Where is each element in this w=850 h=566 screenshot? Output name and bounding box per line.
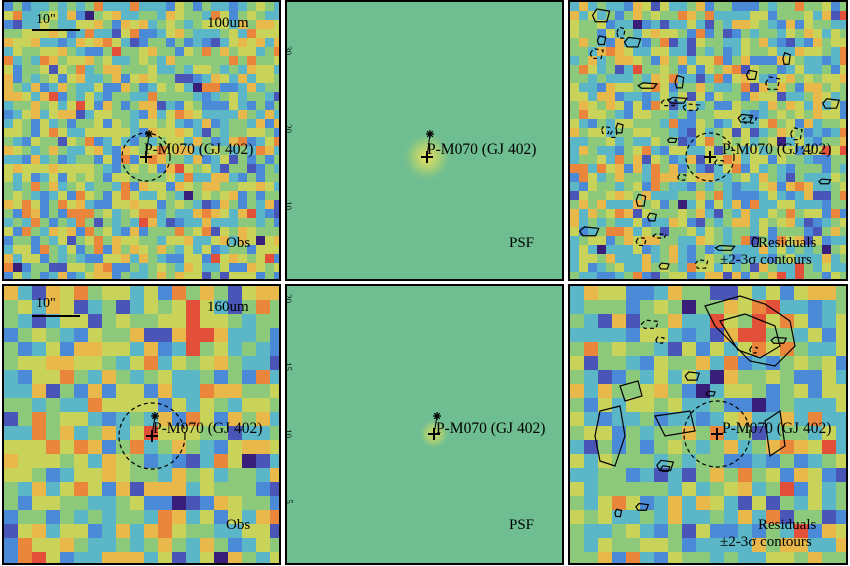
psf-panel-160um: 20 15 10 5 P-M070 (GJ 402) PSF: [285, 284, 564, 565]
residuals-label: Residuals: [758, 517, 817, 533]
contour-line: [652, 233, 668, 239]
contour-line: [658, 262, 670, 270]
contours-label: ±2-3σ contours: [720, 534, 812, 550]
contour-line: [619, 380, 643, 402]
band-label: 100um: [207, 15, 249, 31]
source-position-marker: [704, 151, 716, 163]
contour-line: [640, 319, 660, 329]
band-label: 160um: [207, 299, 249, 315]
psf-label: PSF: [509, 235, 535, 251]
contour-line: [782, 52, 791, 65]
contour-line: [654, 410, 696, 437]
residual-map-160um: [570, 286, 846, 563]
obs-panel-160um: 10" 160um P-M070 (GJ 402) Obs: [2, 284, 281, 565]
contour-line: [714, 244, 736, 251]
contour-line: [594, 405, 626, 467]
pixel-grid: [4, 2, 279, 279]
aperture-circle: [685, 132, 735, 182]
aperture-circle: [118, 402, 186, 470]
aperture-circle: [121, 132, 171, 182]
contour-line: [751, 236, 760, 247]
pixel-grid: [570, 2, 846, 279]
proper-motion-line: [145, 133, 150, 158]
contour-line: [745, 69, 758, 81]
source-position-marker: [711, 428, 723, 440]
residual-panel-100um: P-M070 (GJ 402) Residuals ±2-3σ contours: [568, 0, 848, 281]
contour-line: [616, 26, 626, 39]
contour-line: [705, 390, 716, 397]
psf-axis-tick: 30: [285, 46, 293, 55]
contour-line: [800, 143, 814, 155]
psf-axis-tick: 20: [285, 294, 293, 303]
contour-line: [765, 76, 781, 90]
scale-bar-label: 10": [36, 296, 56, 311]
contour-line: [635, 236, 647, 247]
contour-line: [704, 295, 796, 367]
contour-line: [677, 173, 687, 181]
contour-line: [681, 103, 701, 111]
contour-line: [578, 226, 600, 237]
psf-axis-tick: 10: [285, 429, 293, 438]
contour-line: [694, 259, 709, 269]
contour-line: [821, 98, 841, 109]
psf-axis-tick: 15: [285, 362, 293, 371]
residual-map-100um: [570, 2, 846, 279]
source-label: P-M070 (GJ 402): [144, 141, 254, 158]
psf-panel-100um: 30 20 10 P-M070 (GJ 402) PSF: [285, 0, 564, 281]
contour-line: [764, 409, 786, 458]
contour-line: [818, 178, 832, 185]
psf-axis-tick: 10: [285, 201, 293, 210]
contour-line: [600, 125, 611, 135]
contour-line: [655, 336, 665, 344]
contours-label: ±2-3σ contours: [720, 252, 812, 268]
psf-label: PSF: [509, 517, 535, 533]
psf-map-160um: [287, 286, 562, 563]
scale-bar: [32, 29, 80, 31]
contour-line: [684, 371, 701, 381]
contour-line: [609, 130, 618, 139]
obs-map-100um: [4, 2, 279, 279]
contour-line: [713, 159, 725, 166]
contour-line: [666, 96, 688, 104]
contour-line: [749, 345, 758, 354]
obs-label: Obs: [226, 517, 251, 533]
proper-motion-line: [151, 415, 156, 437]
scale-bar-label: 10": [36, 12, 56, 27]
contour-line: [770, 336, 788, 344]
psf-map-100um: [287, 2, 562, 279]
contour-line: [614, 508, 623, 518]
aperture-circle: [683, 400, 751, 468]
pixel-grid: [570, 286, 846, 563]
contour-line: [646, 212, 657, 222]
proper-motion-line: [433, 415, 438, 435]
contour-line: [596, 35, 607, 46]
obs-label: Obs: [226, 235, 251, 251]
contour-line: [674, 74, 685, 89]
source-label: P-M070 (GJ 402): [153, 420, 263, 437]
contour-line: [637, 82, 658, 89]
obs-panel-100um: 10" 100um P-M070 (GJ 402) Obs: [2, 0, 281, 281]
psf-axis-tick: 5: [287, 499, 294, 504]
source-label: P-M070 (GJ 402): [436, 420, 546, 437]
contour-line: [623, 36, 642, 48]
contour-line: [656, 459, 675, 472]
source-label: P-M070 (GJ 402): [722, 141, 832, 158]
contour-line: [591, 8, 611, 23]
pixel-grid: [4, 286, 279, 563]
source-label: P-M070 (GJ 402): [722, 420, 832, 437]
proper-motion-line: [426, 133, 431, 158]
source-label: P-M070 (GJ 402): [427, 141, 537, 158]
contour-line: [635, 193, 647, 207]
scale-bar: [32, 315, 80, 317]
contour-line: [719, 313, 781, 359]
psf-axis-tick: 20: [285, 124, 293, 133]
residual-panel-160um: P-M070 (GJ 402) Residuals ±2-3σ contours: [568, 284, 848, 565]
contour-line: [666, 137, 678, 144]
contour-line: [635, 502, 650, 511]
contour-line: [737, 113, 754, 123]
obs-map-160um: [4, 286, 279, 563]
residuals-label: Residuals: [758, 235, 817, 251]
